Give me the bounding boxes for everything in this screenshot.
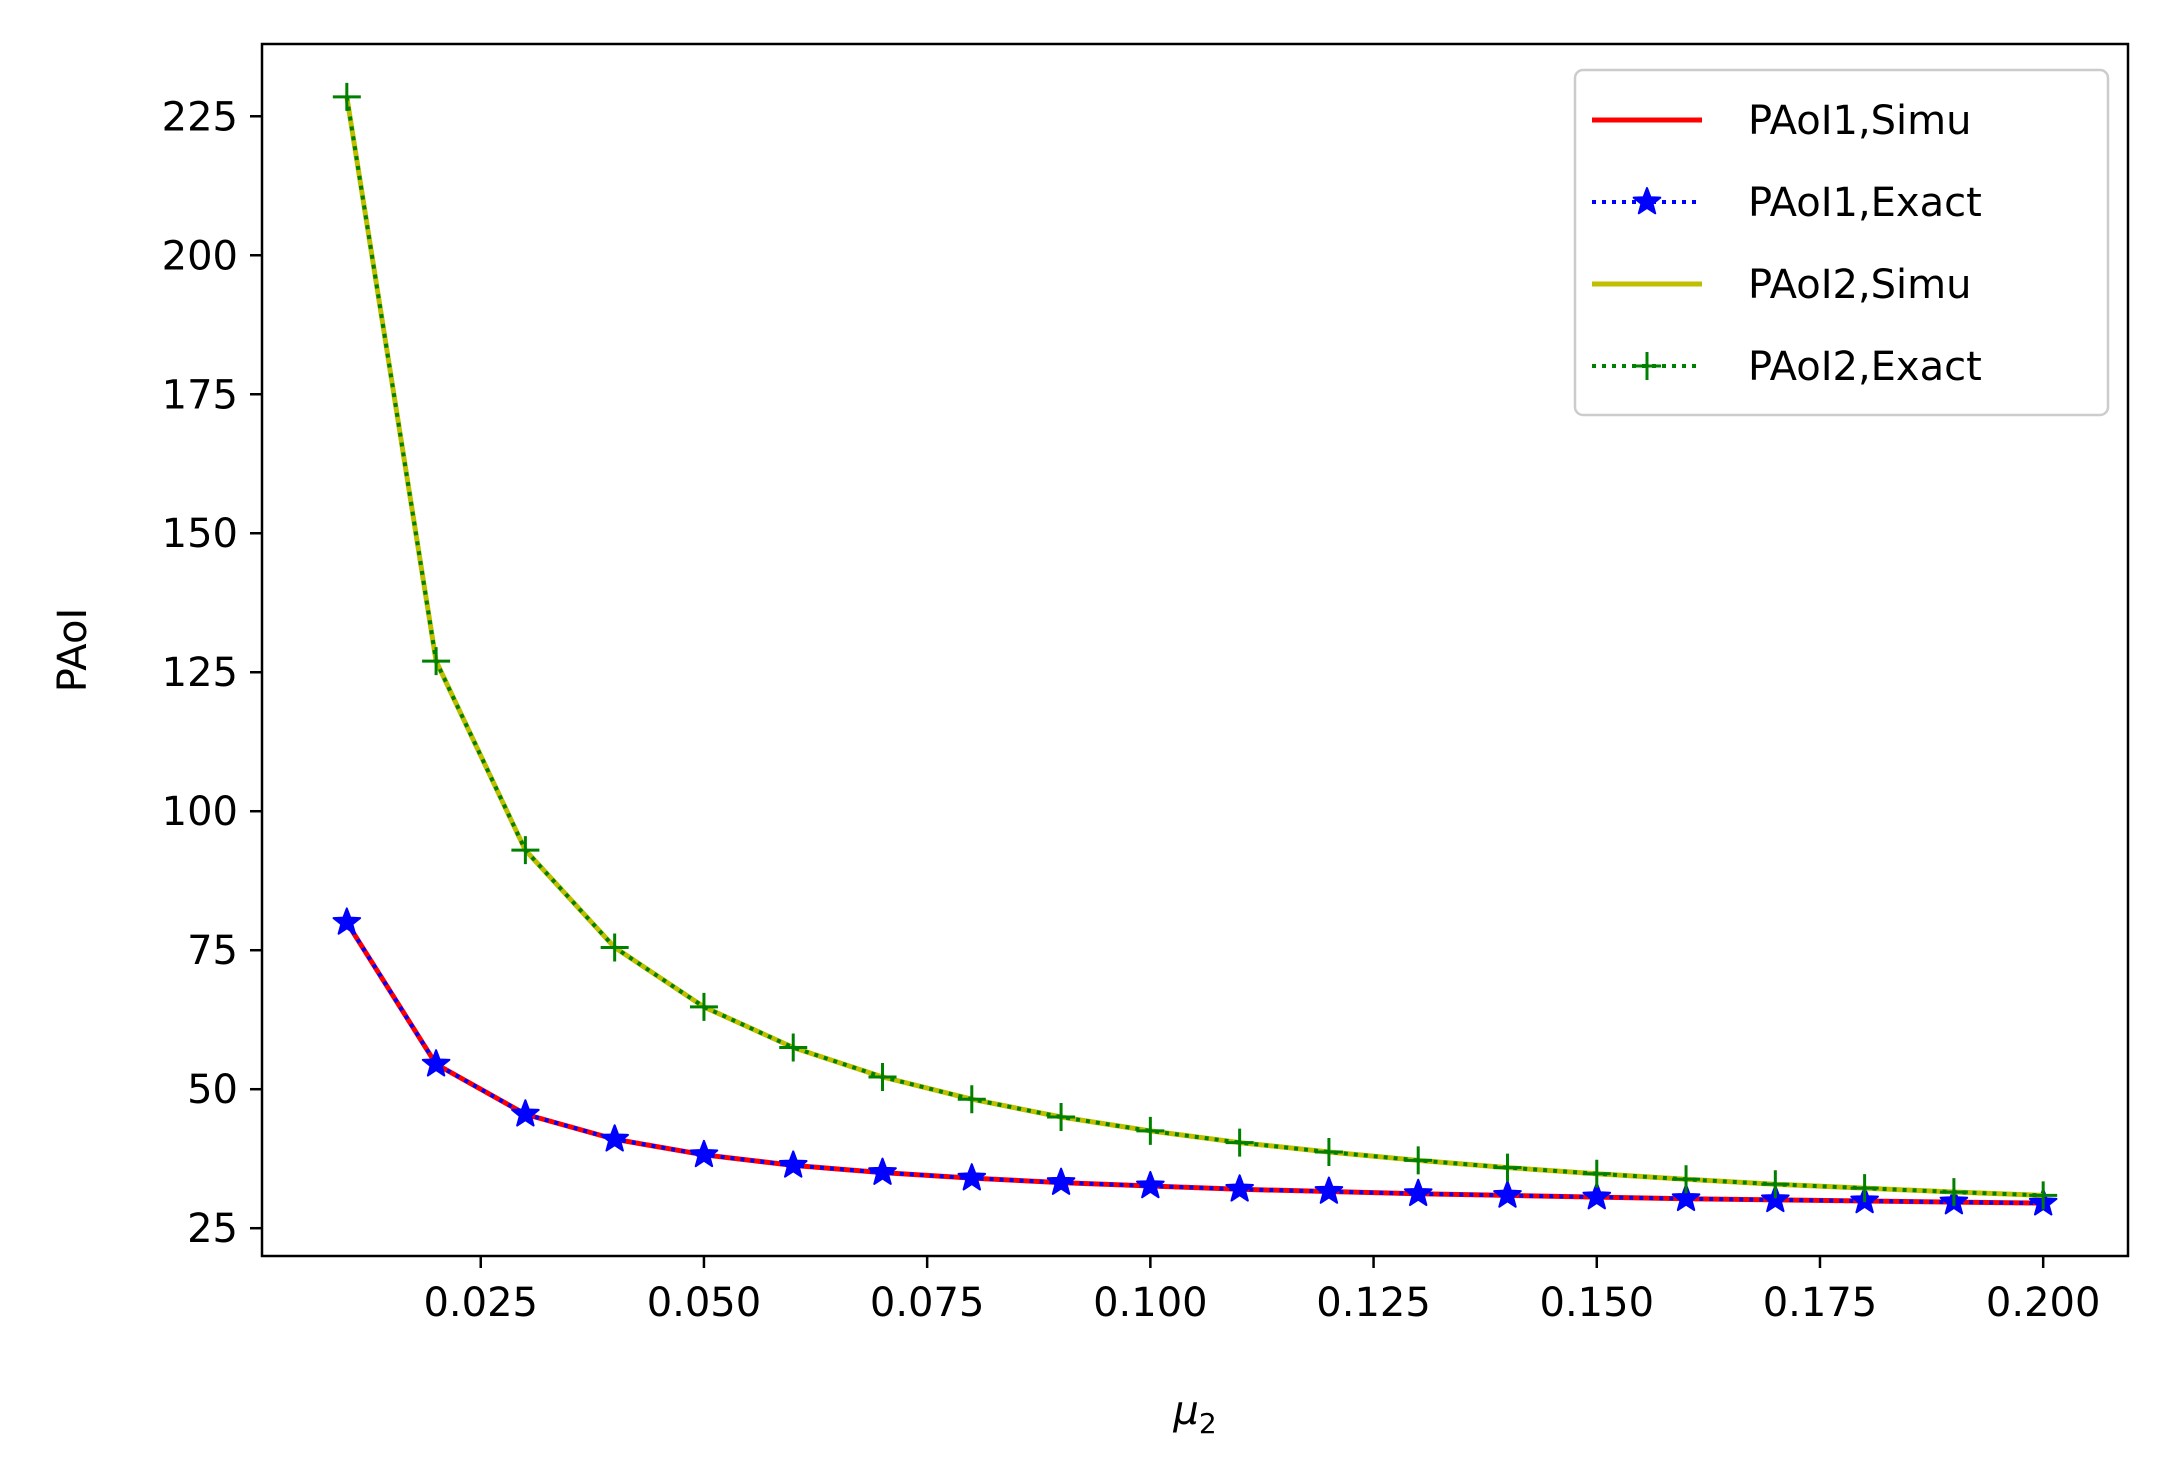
legend-label-paoi1-simu: PAoI1,Simu bbox=[1748, 98, 1971, 144]
legend-label-paoi2-simu: PAoI2,Simu bbox=[1748, 262, 1971, 308]
data-point-paoi1-exact bbox=[778, 1150, 808, 1178]
data-point-paoi2-exact bbox=[332, 82, 361, 111]
data-point-paoi2-exact bbox=[1493, 1153, 1522, 1182]
plot-frame bbox=[260, 42, 2130, 1258]
data-point-paoi2-exact bbox=[1225, 1128, 1254, 1157]
data-point-paoi2-exact bbox=[1047, 1103, 1076, 1132]
x-tick-label: 0.175 bbox=[1763, 1280, 1878, 1326]
data-point-paoi1-exact bbox=[1136, 1170, 1165, 1199]
data-point-paoi2-exact bbox=[422, 647, 451, 676]
series-line-paoi1-exact bbox=[345, 921, 2044, 1206]
series-layer bbox=[332, 82, 2058, 1216]
x-tick-label: 0.100 bbox=[1093, 1280, 1208, 1326]
x-axis-ticks: 0.025 0.050 0.075 0.100 0.125 0.150 0.175 0.200 bbox=[423, 1256, 2100, 1326]
series-line-paoi2-exact bbox=[344, 96, 2044, 1198]
y-tick-label: 175 bbox=[162, 372, 238, 418]
y-tick-label: 25 bbox=[187, 1206, 238, 1252]
data-point-paoi1-exact bbox=[511, 1099, 540, 1127]
x-axis-label: μ2 bbox=[1172, 1388, 1216, 1440]
y-axis-ticks: 25 50 75 100 125 150 175 200 225 bbox=[162, 94, 262, 1252]
y-tick-label: 50 bbox=[187, 1067, 238, 1113]
data-point-paoi1-exact bbox=[600, 1124, 629, 1152]
data-point-paoi1-exact bbox=[1582, 1182, 1612, 1210]
legend-label-paoi2-exact: PAoI2,Exact bbox=[1748, 344, 1982, 390]
data-point-paoi1-exact bbox=[1314, 1176, 1344, 1204]
data-point-paoi1-exact bbox=[1225, 1174, 1254, 1202]
y-tick-label: 100 bbox=[162, 789, 238, 835]
data-point-paoi2-exact bbox=[1672, 1165, 1701, 1194]
x-tick-label: 0.125 bbox=[1316, 1280, 1431, 1326]
data-point-paoi2-exact bbox=[511, 836, 540, 865]
data-point-paoi1-exact bbox=[1671, 1183, 1701, 1212]
data-point-paoi2-exact bbox=[689, 992, 718, 1021]
data-point-paoi2-exact bbox=[1939, 1178, 1968, 1207]
data-point-paoi1-exact bbox=[1761, 1184, 1790, 1213]
data-point-paoi1-exact bbox=[332, 907, 362, 935]
data-point-paoi2-exact bbox=[600, 933, 629, 962]
y-axis-label: PAoI bbox=[50, 608, 96, 693]
data-point-paoi1-exact bbox=[868, 1157, 897, 1185]
data-point-paoi2-exact bbox=[1404, 1146, 1433, 1175]
data-point-paoi1-exact bbox=[957, 1163, 987, 1191]
data-point-paoi2-exact bbox=[1850, 1174, 1879, 1203]
x-tick-label: 0.050 bbox=[647, 1280, 762, 1326]
x-axis-label-subscript: 2 bbox=[1199, 1407, 1217, 1440]
data-point-paoi2-exact bbox=[1761, 1170, 1790, 1199]
data-point-paoi2-exact bbox=[779, 1033, 808, 1062]
data-point-paoi2-exact bbox=[1136, 1116, 1165, 1145]
x-tick-label: 0.200 bbox=[1986, 1280, 2101, 1326]
data-point-paoi1-exact bbox=[1046, 1167, 1076, 1195]
legend: PAoI1,Simu PAoI1,Exact PAoI2,Simu PAoI2,Exa… bbox=[1573, 68, 2110, 417]
y-tick-label: 200 bbox=[162, 233, 238, 279]
data-point-paoi2-exact bbox=[2029, 1181, 2058, 1210]
x-tick-label: 0.025 bbox=[423, 1280, 538, 1326]
x-tick-label: 0.075 bbox=[870, 1280, 985, 1326]
legend-label-paoi1-exact: PAoI1,Exact bbox=[1748, 180, 1982, 226]
data-point-paoi2-exact bbox=[1314, 1138, 1343, 1167]
legend-marker-paoi1-exact bbox=[1632, 187, 1662, 215]
legend-marker-paoi2-exact bbox=[1633, 352, 1661, 380]
y-tick-label: 125 bbox=[162, 650, 238, 696]
data-point-paoi1-exact bbox=[1403, 1178, 1433, 1207]
data-point-paoi2-exact bbox=[868, 1062, 897, 1091]
data-point-paoi2-exact bbox=[1582, 1159, 1611, 1188]
data-point-paoi1-exact bbox=[689, 1139, 719, 1168]
data-point-paoi1-exact bbox=[421, 1049, 451, 1077]
data-point-paoi2-exact bbox=[957, 1085, 986, 1114]
data-point-paoi1-exact bbox=[1493, 1180, 1522, 1208]
legend-box bbox=[1573, 68, 2110, 417]
y-tick-label: 225 bbox=[162, 94, 238, 140]
x-tick-label: 0.150 bbox=[1540, 1280, 1655, 1326]
y-tick-label: 75 bbox=[187, 928, 238, 974]
y-tick-label: 150 bbox=[162, 511, 238, 557]
